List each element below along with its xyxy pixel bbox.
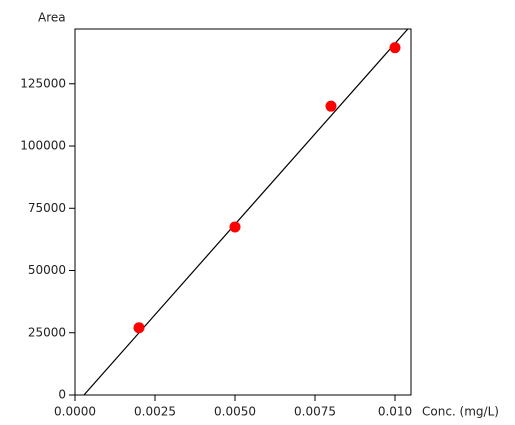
- y-tick-label: 125000: [20, 76, 66, 90]
- x-axis-label: Conc. (mg/L): [422, 405, 499, 419]
- y-axis-label: Area: [38, 11, 66, 25]
- data-point: [133, 322, 145, 334]
- data-point: [325, 100, 337, 112]
- y-tick-label: 0: [58, 388, 66, 402]
- y-tick-label: 75000: [28, 201, 66, 215]
- data-point: [229, 221, 241, 233]
- x-tick-label: 0.0075: [294, 405, 336, 419]
- fit-line: [83, 28, 409, 396]
- x-tick-label: 0.0050: [214, 405, 256, 419]
- x-tick-label: 0.0025: [134, 405, 176, 419]
- y-tick-label: 50000: [28, 263, 66, 277]
- data-point: [389, 42, 401, 54]
- plot-frame: [74, 28, 412, 396]
- x-tick-label: 0.0000: [54, 405, 96, 419]
- y-tick-label: 25000: [28, 325, 66, 339]
- y-tick-label: 100000: [20, 139, 66, 153]
- x-tick-label: 0.010: [378, 405, 412, 419]
